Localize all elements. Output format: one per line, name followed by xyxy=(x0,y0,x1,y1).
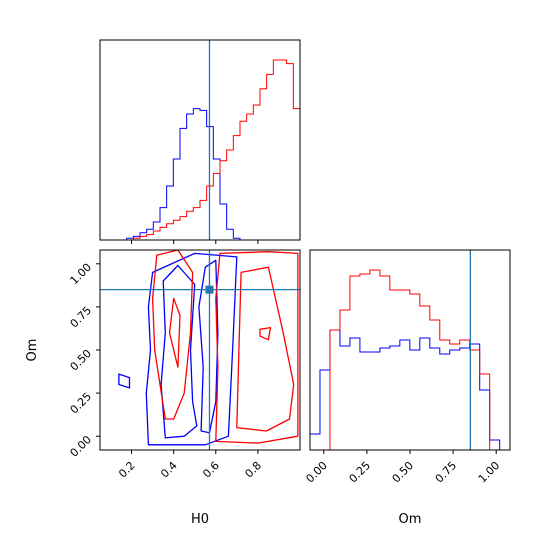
y-axis-label-om: Om xyxy=(25,339,40,362)
om-x-tick-label: 0.25 xyxy=(347,459,374,486)
om-histogram-panel: 0.00 0.25 0.50 0.75 1.00 xyxy=(303,249,511,486)
contour-frame xyxy=(99,249,301,451)
h0-x-tick-label: 0.4 xyxy=(158,459,180,481)
contour-series-1-level-0 xyxy=(151,250,194,420)
om-x-tick-label: 0.00 xyxy=(303,459,330,486)
truth-marker xyxy=(205,285,214,294)
om-x-tick-label: 1.00 xyxy=(476,459,503,486)
x-axis-label-h0: H0 xyxy=(191,512,209,527)
om-histogram-series-0 xyxy=(310,329,510,450)
contour-series-0-level-1 xyxy=(160,264,198,439)
om-y-tick-label: 0.50 xyxy=(68,347,95,374)
h0-histogram-panel xyxy=(99,39,301,244)
om-x-tick-label: 0.50 xyxy=(390,459,417,486)
om-y-tick-label: 1.00 xyxy=(68,261,95,288)
h0-histogram-frame xyxy=(99,39,301,241)
om-y-tick-label: 0.75 xyxy=(68,304,95,331)
om-histogram-series-1 xyxy=(310,269,510,450)
h0-x-tick-label: 0.2 xyxy=(116,459,138,481)
om-y-tick-label: 0.25 xyxy=(68,390,95,417)
x-axis-label-om: Om xyxy=(399,512,422,527)
contour-series-1-level-2 xyxy=(215,251,299,444)
h0-histogram-series-0 xyxy=(100,108,300,240)
contour-series-1-level-3 xyxy=(236,266,295,432)
contour-series-0-level-2 xyxy=(198,259,219,434)
h0-om-contour-panel: 0.2 0.4 0.6 0.8 0.00 0.25 0.50 0.75 1.00 xyxy=(68,249,301,481)
om-y-tick-label: 0.00 xyxy=(68,433,95,460)
contour-series-0-level-0 xyxy=(145,252,238,446)
contour-series-0-level-3 xyxy=(118,373,131,389)
h0-x-tick-label: 0.8 xyxy=(242,459,264,481)
h0-x-tick-label: 0.6 xyxy=(200,459,222,481)
h0-histogram-series-1 xyxy=(100,59,300,240)
om-x-tick-label: 0.75 xyxy=(433,459,460,486)
contour-series-1-level-1 xyxy=(168,297,181,368)
contour-series-1-level-4 xyxy=(259,326,272,341)
